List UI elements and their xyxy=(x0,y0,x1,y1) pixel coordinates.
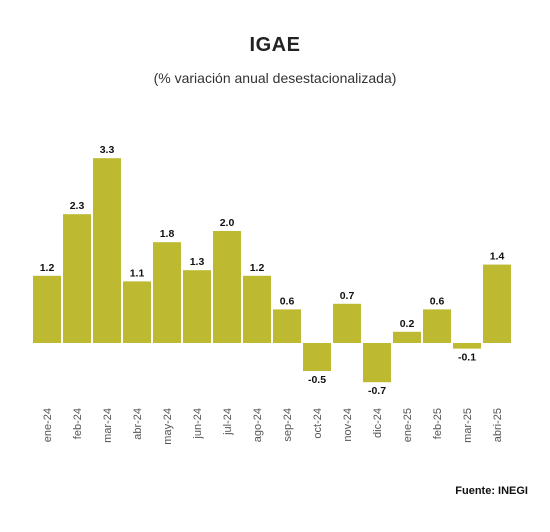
bar-sep-24 xyxy=(273,309,301,343)
value-label-nov-24: 0.7 xyxy=(340,290,355,302)
bar-mar-25 xyxy=(453,343,481,349)
value-label-ago-24: 1.2 xyxy=(250,262,265,274)
value-label-mar-24: 3.3 xyxy=(100,144,115,156)
source-note: Fuente: INEGI xyxy=(455,485,528,497)
value-label-may-24: 1.8 xyxy=(160,228,175,240)
category-label-oct-24: oct-24 xyxy=(312,408,324,439)
category-label-mar-25: mar-25 xyxy=(462,408,474,443)
value-label-feb-25: 0.6 xyxy=(430,295,445,307)
bar-may-24 xyxy=(153,242,181,343)
bar-feb-25 xyxy=(423,309,451,343)
bar-jul-24 xyxy=(213,231,241,343)
category-label-ene-24: ene-24 xyxy=(42,408,54,442)
bar-feb-24 xyxy=(63,214,91,343)
bar-ago-24 xyxy=(243,275,271,343)
chart-title: IGAE xyxy=(249,34,301,56)
category-label-abri-25: abri-25 xyxy=(492,408,504,442)
category-label-may-24: may-24 xyxy=(162,408,174,445)
bar-nov-24 xyxy=(333,303,361,343)
category-labels-layer: ene-24 feb-24 mar-24 abr-24 may-24 jun-24 jul-… xyxy=(42,408,504,445)
value-label-dic-24: -0.7 xyxy=(368,385,386,397)
bar-abri-25 xyxy=(483,264,511,343)
value-label-sep-24: 0.6 xyxy=(280,295,295,307)
category-label-jun-24: jun-24 xyxy=(192,408,204,440)
chart-subtitle: (% variación anual desestacionalizada) xyxy=(153,70,397,86)
category-label-nov-24: nov-24 xyxy=(342,408,354,442)
bar-jun-24 xyxy=(183,270,211,343)
category-label-mar-24: mar-24 xyxy=(102,408,114,443)
bar-ene-24 xyxy=(33,275,61,343)
category-label-sep-24: sep-24 xyxy=(282,408,294,442)
value-label-ene-24: 1.2 xyxy=(40,262,55,274)
bar-abr-24 xyxy=(123,281,151,343)
value-label-abri-25: 1.4 xyxy=(490,251,505,263)
value-label-feb-24: 2.3 xyxy=(70,200,85,212)
category-label-ago-24: ago-24 xyxy=(252,408,264,442)
category-label-jul-24: jul-24 xyxy=(222,408,234,436)
bars-layer xyxy=(33,158,511,383)
bar-dic-24 xyxy=(363,343,391,383)
category-label-feb-25: feb-25 xyxy=(432,408,444,439)
bar-oct-24 xyxy=(303,343,331,371)
category-label-abr-24: abr-24 xyxy=(132,408,144,440)
category-label-ene-25: ene-25 xyxy=(402,408,414,442)
value-label-jun-24: 1.3 xyxy=(190,256,205,268)
value-label-abr-24: 1.1 xyxy=(130,267,145,279)
bar-ene-25 xyxy=(393,331,421,343)
category-label-feb-24: feb-24 xyxy=(72,408,84,439)
category-label-dic-24: dic-24 xyxy=(372,408,384,438)
bar-mar-24 xyxy=(93,158,121,343)
value-label-mar-25: -0.1 xyxy=(458,352,476,364)
value-label-jul-24: 2.0 xyxy=(220,217,235,229)
value-label-oct-24: -0.5 xyxy=(308,374,326,386)
value-labels-layer: 1.2 2.3 3.3 1.1 1.8 1.3 2.0 1.2 0.6 -0.5 0.7 -0.7 0.… xyxy=(40,144,505,397)
value-label-ene-25: 0.2 xyxy=(400,318,415,330)
